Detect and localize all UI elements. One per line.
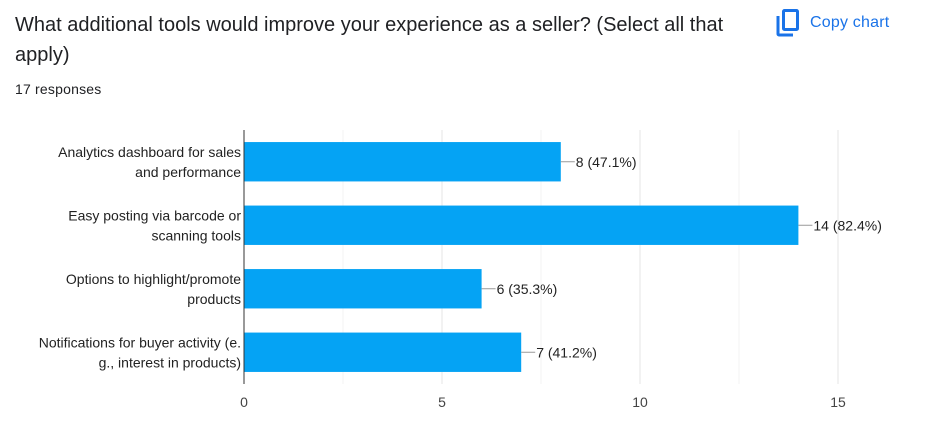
bar [244, 269, 482, 309]
bar [244, 332, 522, 372]
category-label: g., interest in products) [99, 354, 241, 370]
category-label: Options to highlight/promote [66, 271, 241, 287]
category-label: Analytics dashboard for sales [58, 144, 241, 160]
question-title: What additional tools would improve your… [15, 14, 724, 66]
copy-chart-button[interactable]: Copy chart [776, 8, 889, 38]
data-label: 8 (47.1%) [576, 154, 637, 170]
copy-icon [776, 9, 800, 37]
data-label: 14 (82.4%) [813, 217, 881, 233]
data-label: 7 (41.2%) [536, 344, 597, 360]
x-tick-label: 15 [830, 394, 846, 410]
x-tick-label: 5 [438, 394, 446, 410]
category-label: products [187, 291, 241, 307]
x-tick-label: 10 [632, 394, 648, 410]
bar [244, 142, 561, 182]
bar [244, 205, 799, 245]
category-label: and performance [135, 164, 241, 180]
response-count: 17 responses [15, 81, 102, 97]
category-label: Notifications for buyer activity (e. [39, 334, 241, 350]
data-label: 6 (35.3%) [497, 281, 558, 297]
x-tick-label: 0 [240, 394, 248, 410]
copy-chart-label: Copy chart [810, 14, 890, 31]
category-label: scanning tools [151, 227, 241, 243]
category-label: Easy posting via barcode or [68, 207, 241, 223]
